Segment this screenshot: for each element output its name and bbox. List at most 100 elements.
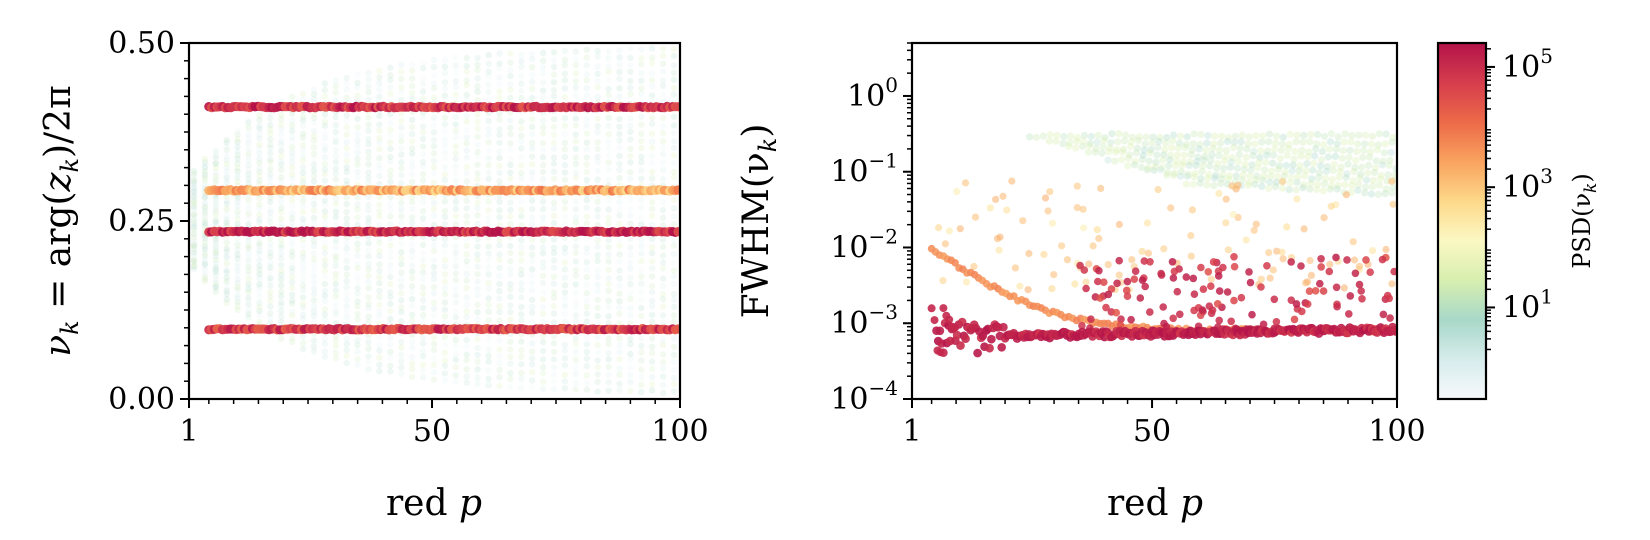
left-background-point [463, 127, 470, 134]
left-background-point [310, 255, 318, 263]
left-background-point [670, 62, 678, 69]
right-broad-point [1362, 131, 1370, 139]
left-background-point [463, 219, 470, 226]
left-background-point [354, 260, 361, 267]
right-broad-point [1212, 172, 1220, 180]
left-background-point [278, 271, 285, 279]
right-broad-point [1094, 131, 1102, 139]
left-background-point [201, 219, 209, 227]
right-red-point [1182, 273, 1191, 281]
right-mid-point [1167, 204, 1175, 212]
left-background-point [190, 243, 198, 250]
left-background-point [354, 149, 361, 156]
left-background-point [605, 91, 612, 99]
left-background-point [398, 283, 405, 290]
right-broad-point [1105, 148, 1113, 156]
right-red-point [1351, 269, 1360, 278]
left-background-point [343, 257, 350, 265]
left-background-point [343, 139, 350, 146]
left-background-point [278, 111, 285, 119]
right-broad-point [1277, 146, 1285, 154]
left-background-point [310, 312, 318, 320]
left-background-point [605, 68, 612, 75]
left-background-point [365, 253, 372, 260]
left-background-point [398, 124, 405, 131]
right-broad-point [1157, 166, 1165, 174]
left-background-point [572, 335, 579, 342]
right-red-point [1107, 285, 1116, 293]
left-background-point [529, 318, 536, 326]
left-background-point [343, 164, 350, 171]
left-background-point [441, 114, 449, 121]
right-broad-point [1274, 165, 1282, 173]
left-background-point [321, 273, 329, 280]
left-background-point [485, 125, 492, 133]
left-background-point [452, 62, 459, 69]
left-background-point [485, 73, 492, 80]
left-background-point [507, 117, 514, 124]
left-background-point [659, 236, 667, 243]
right-broad-point [1355, 131, 1363, 139]
right-mid-point [1279, 255, 1287, 263]
right-broad-point [1379, 157, 1387, 165]
left-background-point [441, 79, 449, 86]
left-background-point [289, 149, 296, 156]
right-broad-point [1348, 132, 1356, 140]
left-background-point [278, 318, 285, 326]
left-background-point [343, 296, 350, 303]
left-background-point [550, 131, 558, 138]
left-background-point [659, 175, 667, 183]
left-background-point [398, 132, 405, 139]
left-background-point [649, 144, 656, 152]
right-broad-point [1306, 138, 1314, 146]
left-background-point [190, 241, 198, 248]
left-background-point [419, 208, 427, 215]
left-background-point [539, 198, 547, 205]
left-background-point [365, 114, 372, 121]
left-background-point [310, 172, 318, 179]
left-background-point [190, 198, 198, 205]
right-broad-point [1227, 158, 1235, 166]
left-background-point [201, 204, 209, 211]
left-background-point [605, 48, 612, 55]
right-broad-point [1326, 138, 1334, 146]
right-red-point [1358, 295, 1366, 303]
left-background-point [649, 387, 656, 394]
left-background-point [649, 221, 656, 228]
left-background-point [518, 125, 525, 132]
left-background-point [321, 219, 329, 226]
left-background-point [452, 78, 459, 85]
right-broad-point [1368, 132, 1377, 140]
left-background-point [572, 214, 579, 221]
left-background-point [430, 340, 438, 348]
left-background-point [223, 157, 230, 164]
right-broad-point [1303, 160, 1311, 168]
right-broad-point [1366, 153, 1374, 161]
right-mid-point [1073, 182, 1081, 190]
left-background-point [561, 347, 569, 354]
left-background-point [354, 84, 361, 91]
left-background-point [310, 96, 318, 103]
left-background-point [430, 143, 438, 150]
right-broad-point [1197, 175, 1205, 183]
left-background-point [539, 176, 547, 183]
left-background-point [507, 140, 514, 147]
left-background-point [256, 125, 263, 132]
right-x-axis-label: red p [1107, 483, 1203, 524]
left-background-point [605, 176, 612, 184]
left-background-point [474, 366, 481, 373]
left-background-point [474, 316, 481, 323]
left-background-point [605, 379, 612, 386]
right-red-point [1263, 262, 1271, 270]
left-background-point [310, 178, 318, 185]
left-background-point [365, 141, 372, 148]
left-background-point [594, 287, 601, 295]
left-background-point [638, 388, 645, 396]
left-background-point [463, 313, 470, 320]
left-background-point [376, 367, 383, 375]
right-broad-point [1251, 180, 1259, 188]
right-broad-point [1210, 140, 1218, 148]
right-broad-point [1196, 140, 1204, 149]
left-background-point [649, 175, 656, 182]
left-background-point [419, 241, 427, 249]
